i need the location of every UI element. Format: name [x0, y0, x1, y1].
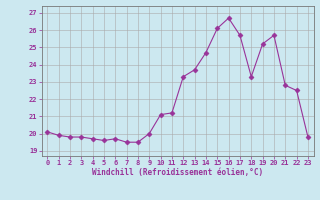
X-axis label: Windchill (Refroidissement éolien,°C): Windchill (Refroidissement éolien,°C)	[92, 168, 263, 177]
